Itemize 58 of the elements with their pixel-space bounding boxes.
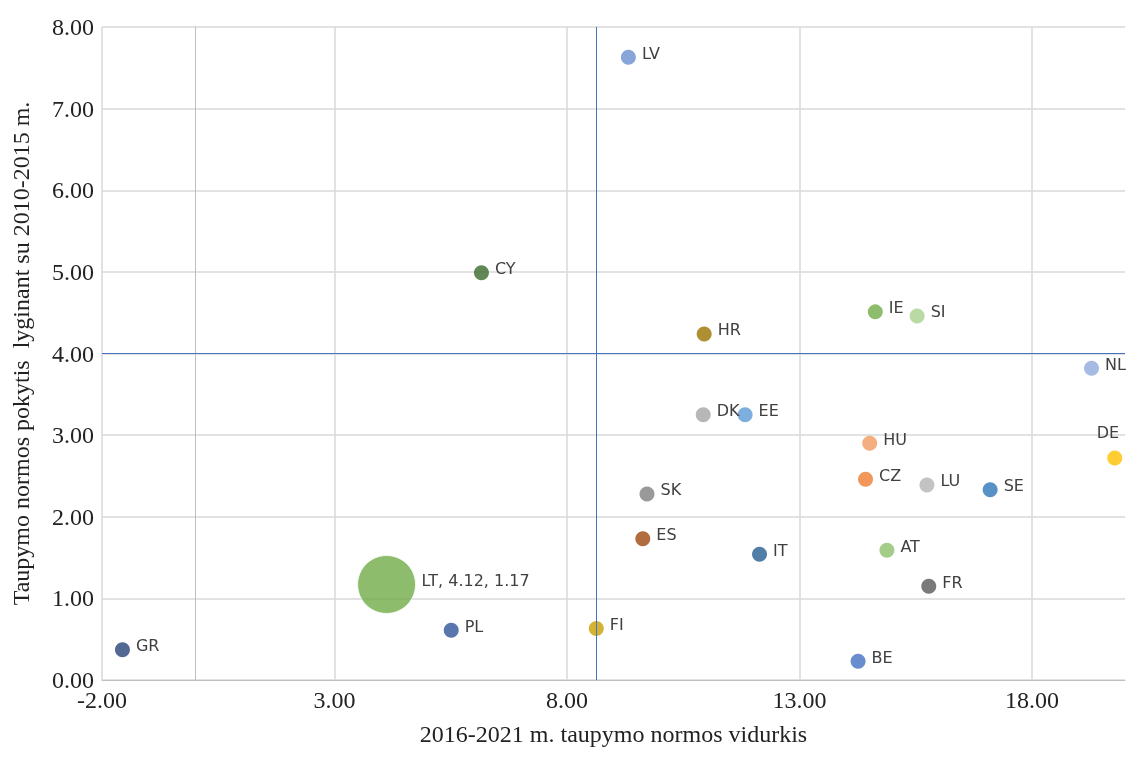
annotation: BE <box>871 647 893 667</box>
point <box>114 642 130 658</box>
annotation: HU <box>883 429 907 449</box>
annotation: LV <box>641 43 661 63</box>
point <box>850 653 866 669</box>
point <box>982 482 998 498</box>
y-tick-label: 2.00 <box>52 503 94 530</box>
annotation: PL <box>464 616 484 636</box>
point <box>919 477 935 493</box>
point <box>639 486 655 502</box>
x-tick-label: 18.00 <box>1005 687 1059 713</box>
annotation: CZ <box>879 465 902 485</box>
y-tick-label: 8.00 <box>52 14 94 40</box>
point <box>867 304 883 320</box>
annotation: DE <box>1096 422 1120 442</box>
y-tick-label: 5.00 <box>52 258 94 285</box>
point <box>858 471 874 487</box>
annotation: LU <box>940 471 961 491</box>
point <box>696 326 712 342</box>
x-axis-title: 2016-2021 m. taupymo normos vidurkis <box>419 721 808 747</box>
y-tick-label: 6.00 <box>52 177 94 204</box>
annotation: LT, 4.12, 1.17 <box>421 571 530 590</box>
annotation: SE <box>1003 476 1024 496</box>
point <box>862 435 878 451</box>
point <box>909 308 925 324</box>
annotation: SI <box>930 302 946 322</box>
x-tick-label: 13.00 <box>772 687 827 713</box>
annotation: DK <box>716 401 741 421</box>
point <box>1107 450 1123 466</box>
y-tick-label: 4.00 <box>52 340 94 367</box>
point <box>473 265 489 281</box>
annotation: IT <box>773 540 788 560</box>
annotation: IE <box>888 298 904 318</box>
annotation: SK <box>660 480 682 500</box>
point <box>921 578 937 594</box>
point <box>588 621 604 637</box>
annotation: GR <box>135 636 160 656</box>
annotation: FI <box>609 615 624 635</box>
y-axis-title: Taupymo normos pokytis lyginant su 2010-2015 m. <box>8 101 34 606</box>
y-tick-label: 3.00 <box>52 422 94 449</box>
y-tick-label: 1.00 <box>52 585 94 612</box>
x-tick-label: 8.00 <box>546 687 588 713</box>
annotation: AT <box>900 536 921 556</box>
y-tick-label: 7.00 <box>52 95 94 122</box>
point <box>695 407 711 423</box>
point <box>752 546 768 562</box>
x-tick-label: 3.00 <box>313 687 356 713</box>
annotation: FR <box>942 572 963 592</box>
annotation: EE <box>758 401 779 421</box>
annotation: NL <box>1105 354 1126 374</box>
annotation: CY <box>494 259 516 279</box>
point <box>1084 360 1100 376</box>
annotation: HR <box>717 320 741 340</box>
point <box>879 542 895 558</box>
annotation: ES <box>656 525 677 545</box>
point <box>620 49 636 65</box>
point <box>443 622 459 638</box>
point <box>635 531 651 547</box>
